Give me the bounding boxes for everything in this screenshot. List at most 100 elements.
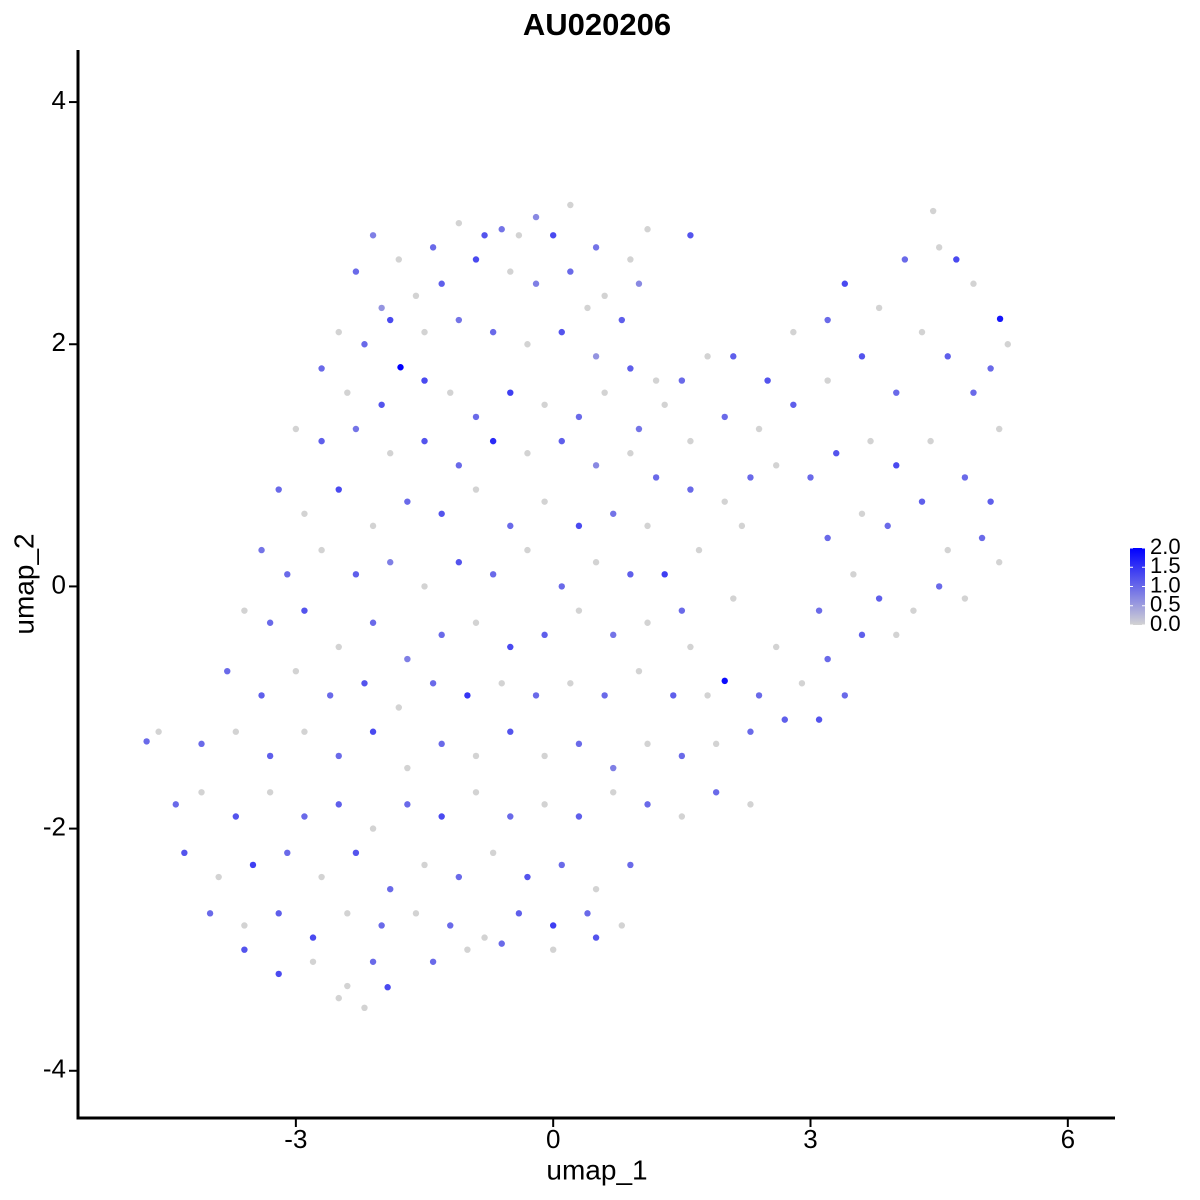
point xyxy=(944,546,951,554)
point xyxy=(747,728,754,735)
point xyxy=(970,389,977,396)
point xyxy=(824,655,831,663)
point xyxy=(344,982,351,990)
point xyxy=(498,940,505,947)
point xyxy=(996,315,1004,323)
point xyxy=(301,813,308,820)
point xyxy=(978,534,986,542)
point xyxy=(610,764,617,772)
point xyxy=(807,474,814,481)
point xyxy=(275,910,282,917)
point xyxy=(266,789,274,796)
point xyxy=(143,738,150,745)
point xyxy=(627,861,634,869)
point xyxy=(438,510,445,517)
point xyxy=(772,643,780,651)
point xyxy=(387,559,394,566)
point xyxy=(721,498,728,505)
point xyxy=(507,522,514,530)
point xyxy=(455,219,463,227)
point xyxy=(755,692,763,699)
point xyxy=(515,232,523,239)
point xyxy=(575,607,583,614)
x-tick-label: 3 xyxy=(803,1124,817,1154)
point xyxy=(155,728,162,735)
point xyxy=(704,692,711,699)
point xyxy=(352,425,360,433)
point xyxy=(489,571,497,578)
point xyxy=(455,559,463,566)
point xyxy=(335,643,342,651)
point xyxy=(721,413,728,421)
point xyxy=(687,643,694,651)
point xyxy=(369,825,377,832)
point xyxy=(652,377,660,384)
point xyxy=(858,353,866,360)
point xyxy=(644,619,651,626)
point xyxy=(507,389,514,396)
point xyxy=(464,946,471,953)
point xyxy=(326,692,334,699)
colorbar-label: 1.5 xyxy=(1150,553,1181,578)
point xyxy=(352,571,360,578)
point xyxy=(858,631,866,639)
point xyxy=(335,801,342,808)
point xyxy=(687,232,694,239)
point xyxy=(644,801,651,808)
point xyxy=(549,232,557,239)
point xyxy=(687,437,694,445)
point xyxy=(387,885,394,893)
point xyxy=(507,268,514,275)
point xyxy=(850,571,857,578)
point xyxy=(953,256,960,263)
point xyxy=(601,292,608,300)
point xyxy=(541,631,548,639)
point xyxy=(438,740,445,748)
point xyxy=(292,425,300,433)
point xyxy=(412,910,420,917)
point xyxy=(678,607,686,614)
colorbar-label: 1.0 xyxy=(1150,572,1181,597)
point xyxy=(429,244,437,251)
point xyxy=(309,958,317,965)
point xyxy=(241,946,248,953)
point xyxy=(438,280,445,287)
colorbar xyxy=(1130,548,1145,625)
point xyxy=(284,849,291,857)
point xyxy=(764,377,771,384)
point xyxy=(318,365,325,372)
point xyxy=(455,873,463,881)
point xyxy=(489,849,497,857)
point xyxy=(369,619,377,626)
point xyxy=(747,474,754,481)
point xyxy=(575,740,583,748)
point xyxy=(301,728,308,735)
point xyxy=(929,207,937,215)
point xyxy=(309,934,317,941)
point xyxy=(918,498,926,505)
point xyxy=(318,546,325,554)
point xyxy=(472,413,480,421)
point xyxy=(987,498,994,505)
point xyxy=(875,595,883,602)
point xyxy=(944,353,951,360)
point xyxy=(369,522,377,530)
point xyxy=(927,437,934,445)
point xyxy=(266,619,274,626)
point xyxy=(472,486,480,493)
point xyxy=(301,607,308,614)
point xyxy=(541,401,548,408)
point xyxy=(472,256,480,263)
point xyxy=(541,752,548,760)
point xyxy=(507,728,514,735)
point xyxy=(635,667,643,675)
y-tick-label: 0 xyxy=(52,569,66,599)
point xyxy=(635,425,643,433)
point xyxy=(858,510,866,517)
point xyxy=(910,607,917,614)
point xyxy=(404,801,411,808)
point xyxy=(284,571,291,578)
point xyxy=(429,680,437,687)
point xyxy=(893,462,900,469)
